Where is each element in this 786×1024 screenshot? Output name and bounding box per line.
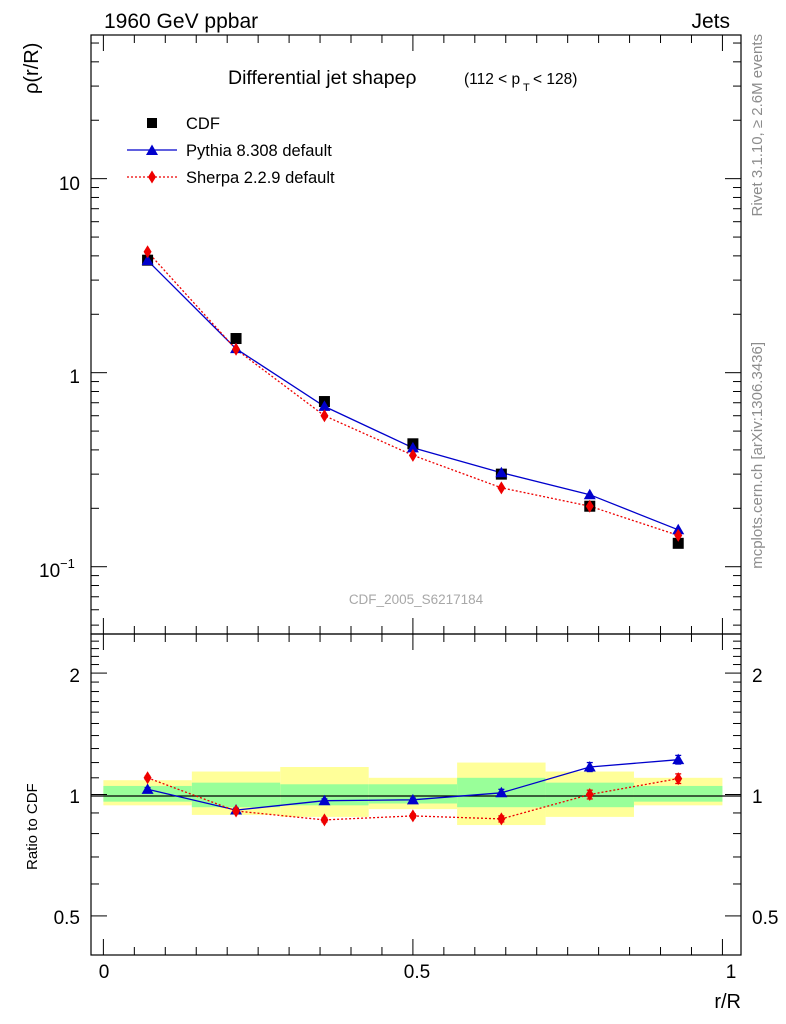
mcplots-label: mcplots.cern.ch [arXiv:1306.3436] xyxy=(749,342,766,569)
main-plot-panel: Differential jet shapeρ (112 < p T < 128… xyxy=(21,34,742,635)
chart-title-pt-close: < 128) xyxy=(533,71,577,88)
y-tick-label-10: 10 xyxy=(59,174,80,195)
cdf-point xyxy=(230,333,242,345)
ratio-y-tick-label-2: 2 xyxy=(69,666,80,687)
x-tick-label-0p5: 0.5 xyxy=(404,962,430,983)
ratio-y-tick-label-0p5: 0.5 xyxy=(54,908,80,929)
ratio-sherpa-point xyxy=(497,812,506,826)
ratio-sherpa-point xyxy=(674,772,683,786)
legend-label-pythia: Pythia 8.308 default xyxy=(186,142,332,160)
sherpa-point xyxy=(232,342,241,356)
ratio-sherpa-point xyxy=(585,788,594,801)
ratio-y-axis-label: Ratio to CDF xyxy=(24,783,41,870)
ratio-pythia-point xyxy=(583,760,596,772)
ratio-right-tick-label-1: 1 xyxy=(752,787,763,808)
ratio-pythia-point xyxy=(495,786,508,798)
legend: CDF Pythia 8.308 default Sherpa 2.2.9 de… xyxy=(127,115,335,187)
legend-label-cdf: CDF xyxy=(186,115,220,133)
ratio-plot-panel: Ratio to CDF 2 1 0.5 2 1 0.5 0 0.5 1 r/R xyxy=(24,633,778,1013)
pythia-point xyxy=(495,466,508,478)
header-right-label: Jets xyxy=(691,10,730,33)
ratio-y-tick-label-1: 1 xyxy=(69,787,80,808)
y-tick-label-0p1-base: 10 xyxy=(39,561,60,582)
ratio-pythia-point xyxy=(318,794,331,806)
series-line-2 xyxy=(147,251,679,537)
ratio-band-inner xyxy=(633,785,723,802)
pythia-point xyxy=(318,400,331,411)
pythia-point xyxy=(406,441,419,453)
ratio-pythia-point xyxy=(141,783,154,794)
main-axis-ticks xyxy=(91,35,741,634)
sherpa-point xyxy=(320,409,329,423)
main-series-points xyxy=(141,245,685,549)
sherpa-point xyxy=(497,481,506,495)
ratio-pythia-point xyxy=(406,793,419,805)
ratio-sherpa-point xyxy=(320,813,329,827)
analysis-watermark: CDF_2005_S6217184 xyxy=(349,592,484,607)
sherpa-point xyxy=(143,245,152,259)
chart-title-main: Differential jet shapeρ xyxy=(228,67,417,89)
ratio-sherpa-point xyxy=(143,771,152,785)
sherpa-point xyxy=(674,528,683,542)
ratio-plot-frame xyxy=(90,633,742,956)
ratio-right-tick-label-0p5: 0.5 xyxy=(752,908,778,929)
series-line-1 xyxy=(147,260,679,531)
legend-label-sherpa: Sherpa 2.2.9 default xyxy=(186,169,335,187)
rivet-label: Rivet 3.1.10, ≥ 2.6M events xyxy=(749,34,766,217)
ratio-sherpa-point xyxy=(408,809,417,823)
header-left-label: 1960 GeV ppbar xyxy=(104,10,258,33)
ratio-series-points xyxy=(141,753,685,827)
pythia-point xyxy=(583,488,596,500)
x-axis-label: r/R xyxy=(714,991,741,1013)
legend-marker-sherpa xyxy=(148,170,156,184)
x-tick-label-1: 1 xyxy=(726,962,737,983)
y-tick-label-0p1-exp: −1 xyxy=(60,556,75,571)
ratio-axis-ticks xyxy=(91,634,741,956)
sherpa-point xyxy=(585,499,594,513)
legend-marker-cdf xyxy=(147,118,157,128)
ratio-pythia-point xyxy=(672,753,685,765)
main-series-lines xyxy=(147,251,679,537)
y-tick-label-1: 1 xyxy=(69,367,80,388)
main-y-axis-label: ρ(r/R) xyxy=(21,43,43,94)
ratio-sherpa-point xyxy=(232,804,241,818)
legend-marker-pythia xyxy=(146,144,158,155)
chart-title-pt-open: (112 < p xyxy=(464,71,520,88)
sherpa-point xyxy=(408,448,417,462)
pythia-point xyxy=(141,254,154,266)
x-tick-label-0: 0 xyxy=(99,962,110,983)
cdf-point xyxy=(672,537,684,549)
ratio-band-inner xyxy=(191,782,281,808)
chart-title-pt-sub: T xyxy=(523,82,530,94)
ratio-right-tick-label-2: 2 xyxy=(752,666,763,687)
